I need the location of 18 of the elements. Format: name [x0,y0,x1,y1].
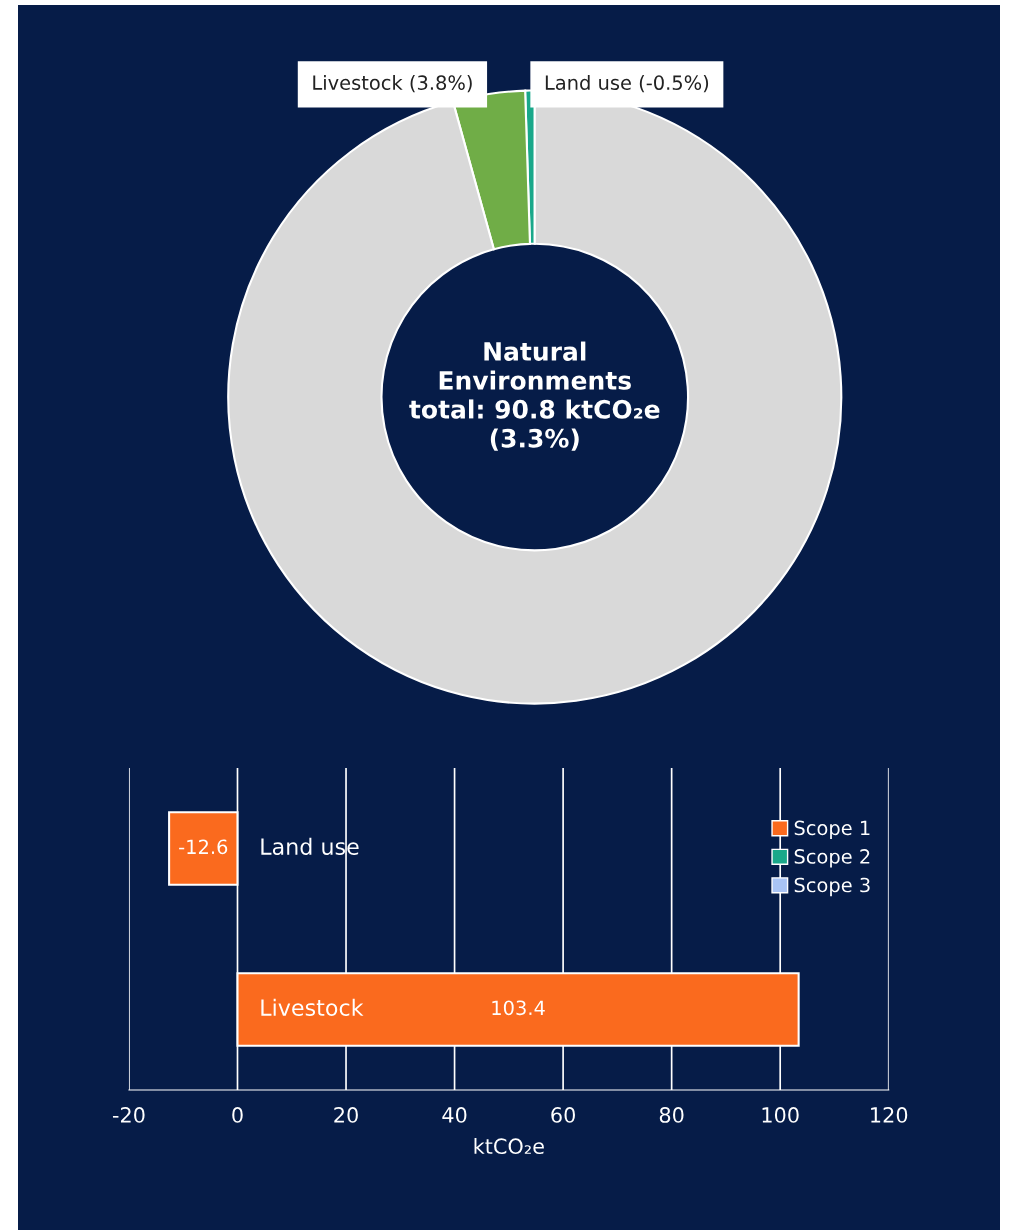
x-tick-label: 100 [762,1107,799,1123]
legend-label: Scope 2 [794,849,870,868]
x-tick-label: 0 [232,1107,243,1123]
category-label: Livestock [261,998,364,1016]
text: Natural Environments total: 90.8 ktCO₂e (3.3%) [409,341,660,451]
x-tick-label: -20 [112,1107,145,1123]
data-label: 103.4 [492,1000,545,1016]
slice-label: Land use (-0.5%) [545,74,709,93]
legend-label: Scope 1 [794,820,870,840]
x-tick-label: 120 [871,1107,908,1123]
x-tick-label: 20 [334,1107,358,1123]
x-tick-label: 40 [442,1107,467,1123]
data-label: -12.6 [179,839,228,855]
x-tick-label: 60 [551,1107,575,1123]
x-axis-title: ktCO₂e [474,1137,544,1155]
slice-label: Livestock (3.8%) [313,74,472,93]
x-tick-label: 80 [659,1107,684,1123]
legend-label: Scope 3 [794,877,870,897]
